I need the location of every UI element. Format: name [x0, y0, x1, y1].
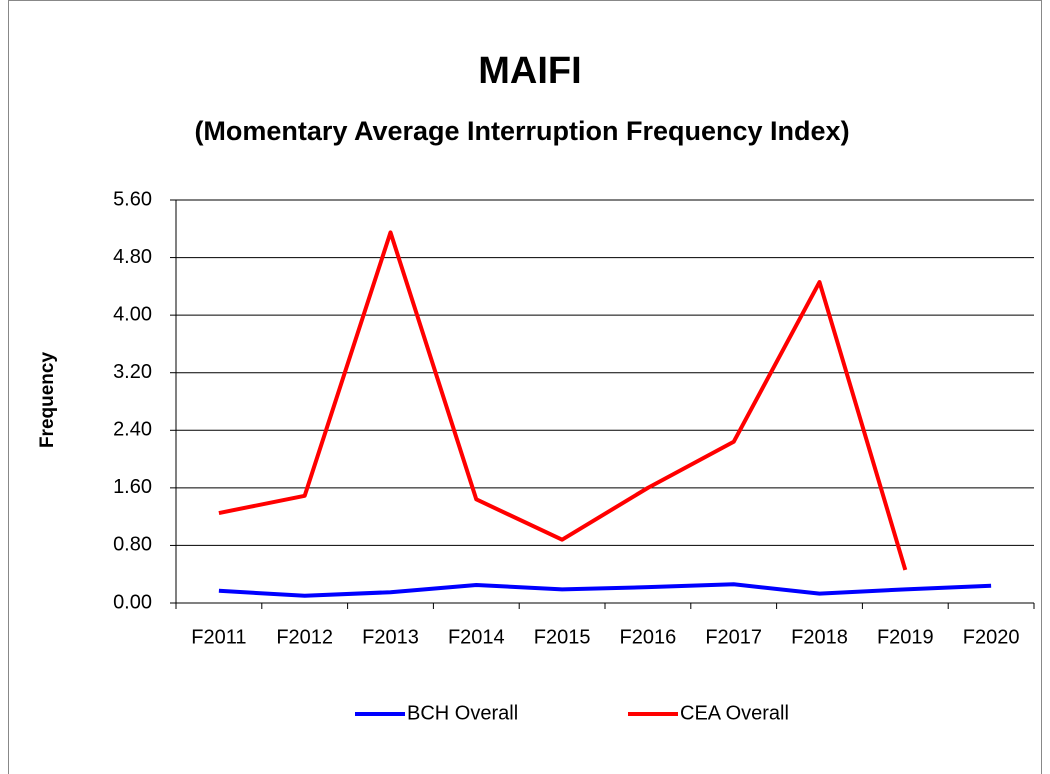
y-tick-label: 4.00 [113, 303, 152, 325]
series-line [218, 230, 908, 571]
x-tick-label: F2014 [448, 626, 505, 648]
y-tick-label: 4.80 [113, 246, 152, 268]
y-tick-label: 5.60 [113, 188, 152, 210]
y-axis-label: Frequency [37, 352, 58, 449]
x-tick-label: F2018 [791, 626, 848, 648]
y-tick-label: 3.20 [113, 361, 152, 383]
series-line [218, 582, 992, 598]
legend-label: CEA Overall [680, 702, 789, 724]
x-tick-label: F2015 [534, 626, 591, 648]
legend-label: BCH Overall [407, 702, 518, 724]
y-tick-label: 0.80 [113, 534, 152, 556]
chart-subtitle: (Momentary Average Interruption Frequenc… [194, 116, 849, 146]
x-tick-label: F2011 [191, 626, 246, 648]
x-tick-label: F2012 [276, 626, 333, 648]
x-tick-label: F2013 [362, 626, 419, 648]
x-tick-label: F2016 [620, 626, 677, 648]
x-tick-label: F2020 [963, 626, 1020, 648]
x-tick-label: F2019 [877, 626, 934, 648]
chart-border [8, 0, 1042, 774]
y-tick-label: 2.40 [113, 419, 152, 441]
chart-title: MAIFI [478, 50, 581, 92]
y-tick-label: 1.60 [113, 476, 152, 498]
x-tick-label: F2017 [705, 626, 762, 648]
y-tick-label: 0.00 [113, 591, 152, 613]
